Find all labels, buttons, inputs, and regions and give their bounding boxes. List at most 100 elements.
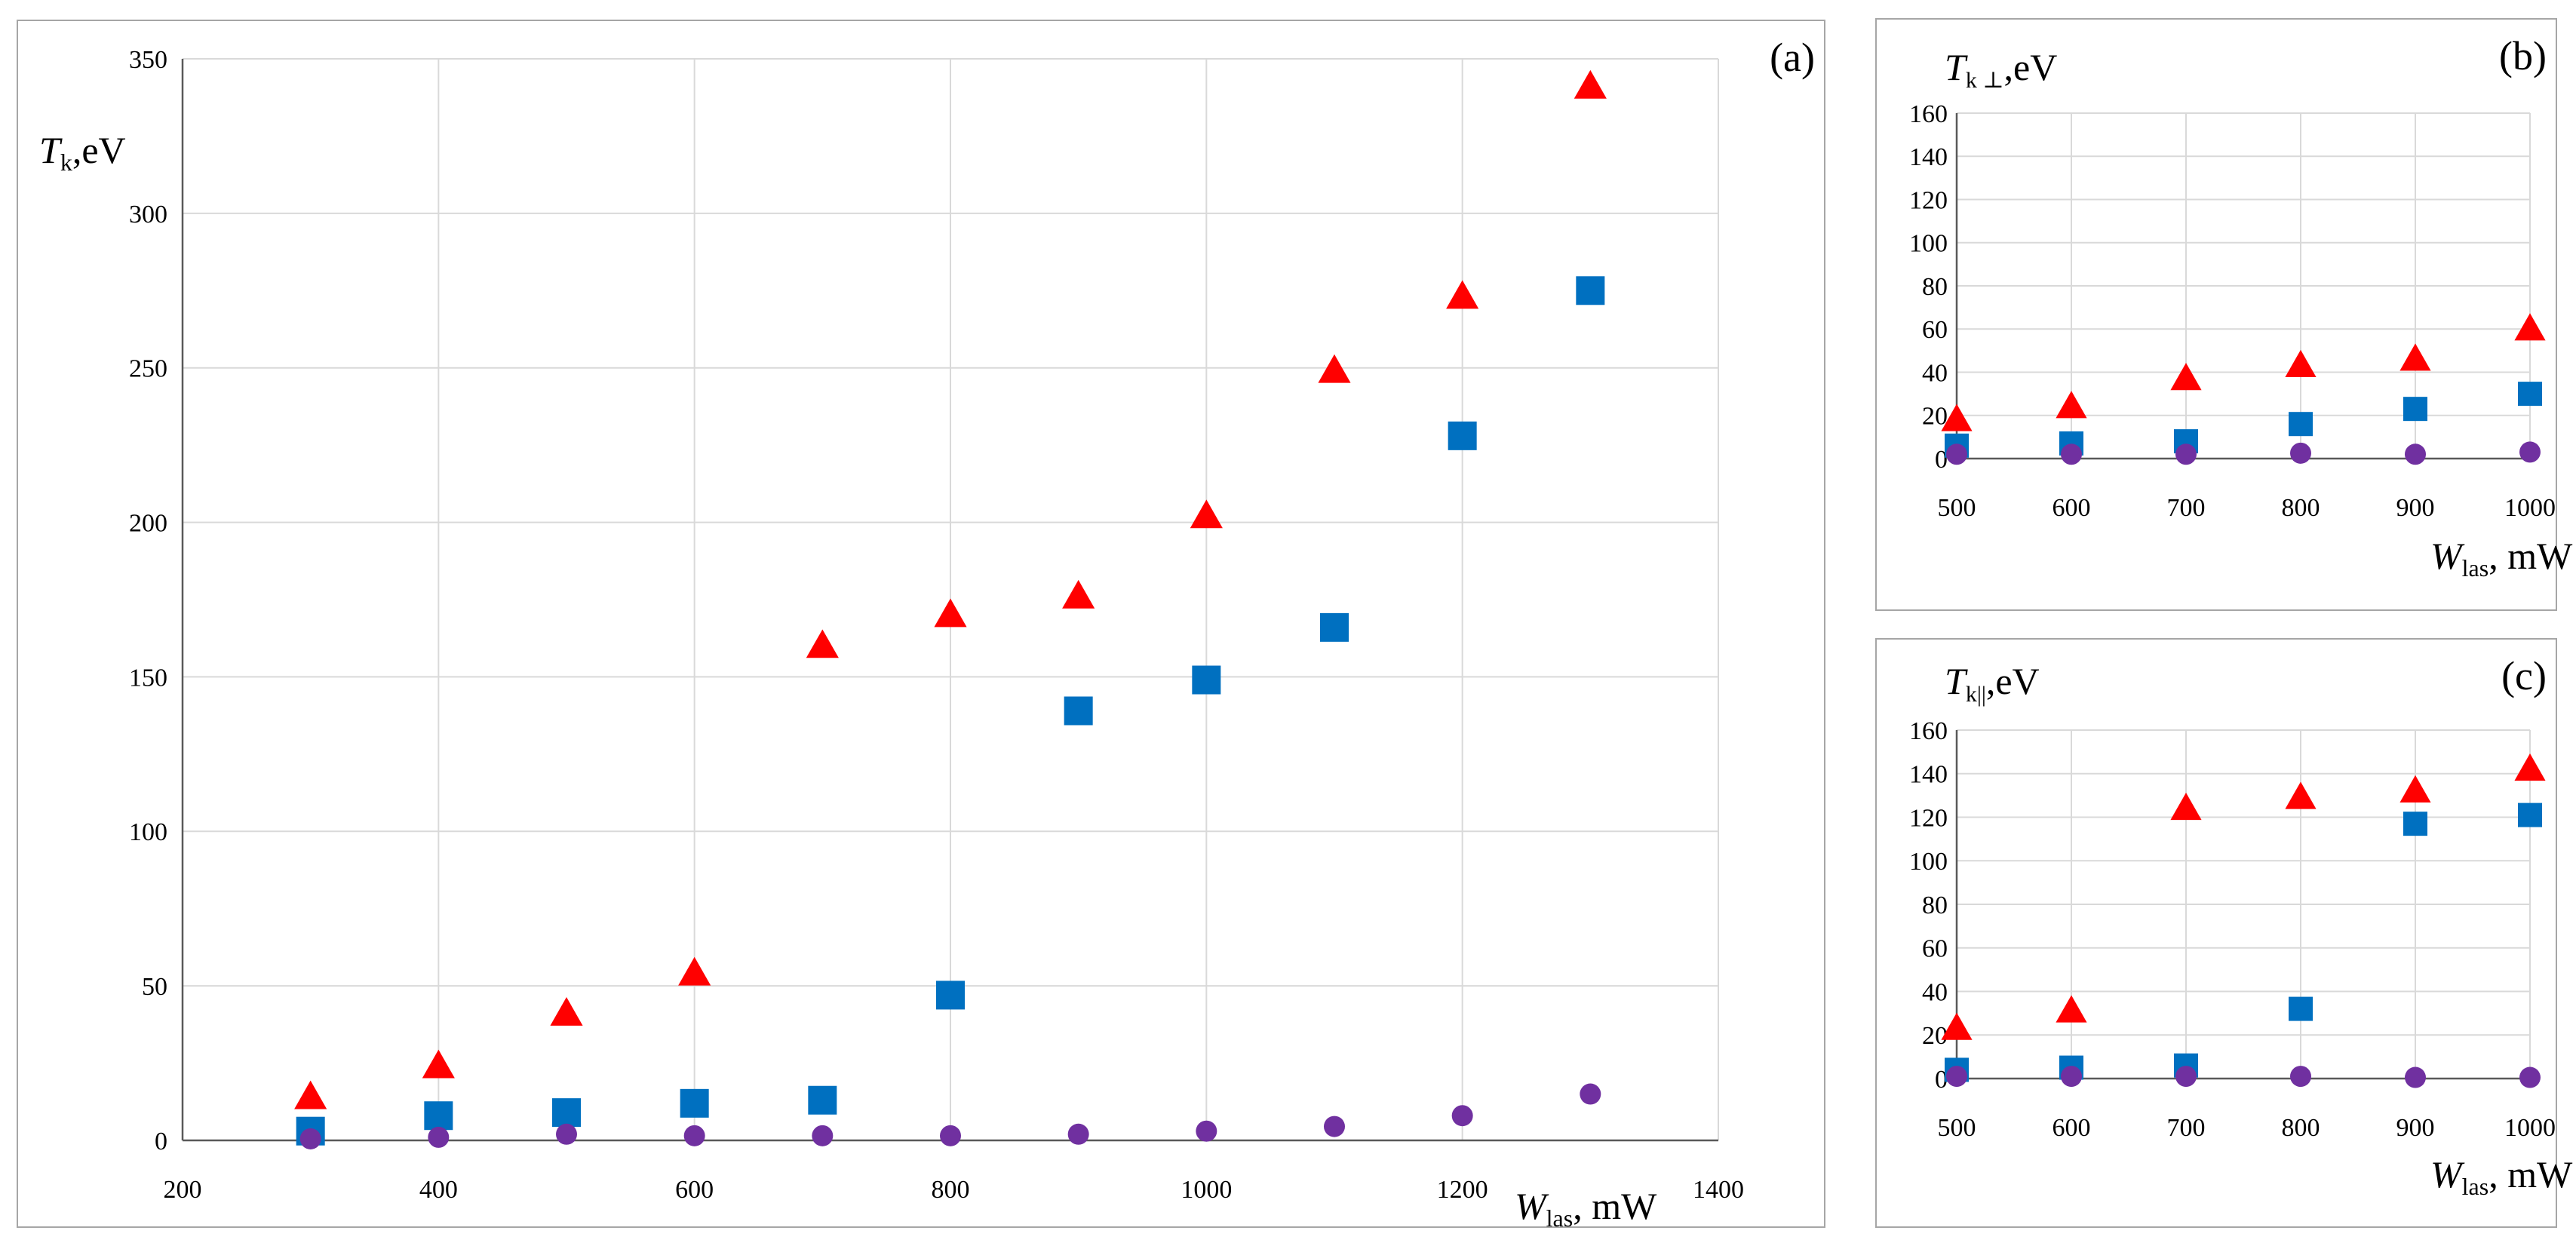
triangle-point [2285, 781, 2317, 809]
triangle-point [2514, 753, 2546, 781]
y-tick-label: 160 [1909, 100, 1948, 128]
circle-point [2061, 1066, 2082, 1088]
circle-point [1946, 1066, 1967, 1088]
triangle-point [1941, 404, 1973, 431]
triangle-point [1318, 354, 1351, 383]
square-point [2289, 996, 2313, 1021]
circle-point [299, 1128, 321, 1149]
square-point [1448, 421, 1477, 450]
y-axis-label: Tk,eV [39, 129, 126, 176]
circle-point [428, 1126, 450, 1148]
circle-point [2290, 442, 2311, 464]
y-tick-label: 120 [1909, 804, 1948, 832]
square-point [936, 980, 965, 1010]
x-tick-label: 800 [2282, 494, 2320, 522]
square-point [2403, 397, 2427, 422]
square-point [2403, 812, 2427, 836]
y-tick-label: 140 [1909, 761, 1948, 789]
square-point [1320, 612, 1349, 642]
triangle-point [550, 997, 583, 1026]
x-tick-label: 1200 [1437, 1176, 1488, 1204]
y-tick-label: 0 [155, 1128, 167, 1155]
circle-point [2405, 1066, 2426, 1088]
x-tick-label: 500 [1938, 494, 1976, 522]
x-tick-label: 800 [932, 1176, 970, 1204]
triangle-point [2285, 349, 2317, 378]
x-tick-label: 600 [2053, 494, 2091, 522]
square-point [2518, 802, 2542, 827]
triangle-point [2170, 363, 2202, 391]
circle-point [2290, 1066, 2311, 1088]
circle-point [812, 1125, 834, 1146]
square-point [2289, 412, 2313, 437]
square-point [1064, 696, 1093, 726]
triangle-point [806, 629, 839, 658]
circle-point [1067, 1123, 1089, 1145]
circle-point [1324, 1116, 1345, 1137]
y-tick-label: 120 [1909, 186, 1948, 214]
x-tick-label: 1000 [2504, 494, 2556, 522]
square-point [2518, 382, 2542, 407]
triangle-point [2399, 343, 2431, 371]
y-tick-label: 60 [1922, 935, 1948, 963]
y-tick-label: 100 [1909, 230, 1948, 258]
circle-point [2175, 1066, 2197, 1088]
chart-panel-c: 500 600 700 800 900 1000 0 20 40 60 80 100 120 140 160… [1875, 638, 2573, 1228]
circle-point [2405, 443, 2426, 465]
chart-panel-a: 200 400 600 800 1000 1200 1400 0 50 100 150 200 250 3… [17, 20, 1825, 1232]
y-tick-label: 350 [129, 46, 167, 74]
y-axis-label: Tk||,eV [1945, 660, 2040, 707]
x-tick-label: 600 [675, 1176, 714, 1204]
square-point [424, 1101, 453, 1131]
y-tick-label: 80 [1922, 273, 1948, 301]
y-axis-label: Tk ⊥,eV [1945, 46, 2057, 93]
chart-a-svg: 200 400 600 800 1000 1200 1400 0 50 100 150 200 250 3… [39, 35, 1815, 1232]
triangle-point [2514, 313, 2546, 341]
circle-point [1580, 1083, 1601, 1105]
triangle-point [294, 1080, 327, 1109]
triangle-point [1062, 579, 1095, 609]
chart-c-svg: 500 600 700 800 900 1000020406080100120140160… [1909, 653, 2573, 1200]
triangle-point [2170, 792, 2202, 821]
square-point [680, 1088, 709, 1118]
y-tick-label: 60 [1922, 316, 1948, 344]
x-tick-label: 1400 [1693, 1176, 1744, 1204]
triangle-point [1446, 280, 1479, 309]
square-point [1192, 665, 1221, 695]
circle-point [1451, 1105, 1473, 1127]
triangle-point [1190, 499, 1223, 529]
circle-point [2519, 441, 2541, 463]
y-tick-label: 50 [142, 973, 167, 1001]
y-tick-label: 200 [129, 509, 167, 537]
y-tick-label: 40 [1922, 359, 1948, 387]
circle-point [2061, 443, 2082, 465]
square-point [808, 1085, 837, 1115]
x-tick-label: 200 [164, 1176, 202, 1204]
y-tick-label: 100 [1909, 848, 1948, 876]
triangle-point [2056, 391, 2087, 419]
x-tick-label: 500 [1938, 1114, 1976, 1142]
x-axis-label: Wlas, mW [2430, 1153, 2573, 1200]
y-tick-label: 300 [129, 201, 167, 229]
y-tick-label: 150 [129, 664, 167, 692]
y-tick-label: 20 [1922, 403, 1948, 431]
x-tick-label: 1000 [1181, 1176, 1232, 1204]
x-tick-label: 700 [2167, 1114, 2206, 1142]
square-point [1576, 276, 1605, 305]
circle-point [2175, 443, 2197, 465]
x-axis-label: Wlas, mW [2430, 535, 2573, 582]
panel-label: (c) [2501, 653, 2547, 698]
triangle-point [678, 956, 711, 986]
triangle-point [2056, 995, 2087, 1023]
circle-point [1946, 443, 1967, 465]
y-tick-label: 100 [129, 818, 167, 846]
x-tick-label: 900 [2396, 494, 2435, 522]
x-tick-label: 1000 [2504, 1114, 2556, 1142]
triangle-point [2399, 775, 2431, 802]
circle-point [1196, 1120, 1217, 1142]
square-point [552, 1098, 581, 1128]
x-tick-label: 800 [2282, 1114, 2320, 1142]
x-axis-label: Wlas, mW [1515, 1185, 1657, 1232]
y-tick-label: 0 [1935, 446, 1948, 474]
y-tick-label: 250 [129, 355, 167, 383]
